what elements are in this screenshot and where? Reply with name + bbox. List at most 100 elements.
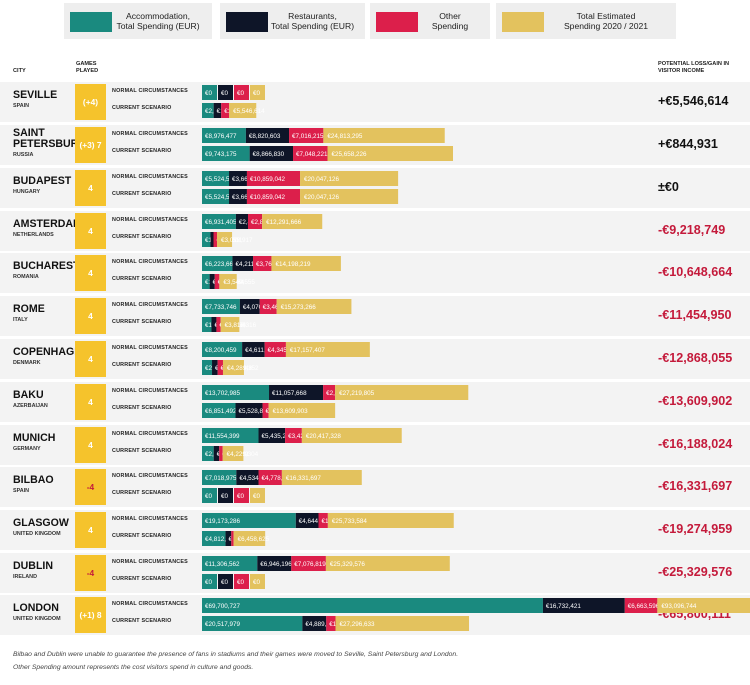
loss-gain-value: -€65,800,111 (658, 607, 731, 621)
games-played-badge: 4 (75, 512, 106, 548)
city-name: AMSTERDAM (13, 218, 82, 230)
loss-gain-value: -€16,331,697 (658, 479, 733, 493)
city-name: COPENHAGEN (13, 346, 89, 358)
games-played-badge: (+3) 7 (75, 127, 106, 163)
games-played-badge: 4 (75, 170, 106, 206)
city-name: SAINT PETERSBURG (13, 127, 87, 150)
legend-label: Total Estimated Spending 2020 / 2021 (563, 11, 649, 31)
scenario-label-current: CURRENT SCENARIO (112, 448, 172, 454)
scenario-label-normal: NORMAL CIRCUMSTANCES (112, 259, 188, 265)
city-row-band (0, 296, 750, 336)
scenario-label-normal: NORMAL CIRCUMSTANCES (112, 345, 188, 351)
scenario-label-current: CURRENT SCENARIO (112, 105, 172, 111)
country-name: RUSSIA (13, 152, 34, 158)
city-name: GLASGOW (13, 517, 69, 529)
loss-gain-value: -€10,648,664 (658, 265, 733, 279)
loss-gain-value: +€5,546,614 (658, 94, 729, 108)
city-row-band (0, 253, 750, 293)
scenario-label-normal: NORMAL CIRCUMSTANCES (112, 559, 188, 565)
city-name: BILBAO (13, 474, 54, 486)
legend-label: Other Spending (431, 11, 469, 31)
games-played-badge: 4 (75, 427, 106, 463)
city-row-band (0, 339, 750, 379)
scenario-label-normal: NORMAL CIRCUMSTANCES (112, 88, 188, 94)
scenario-label-current: CURRENT SCENARIO (112, 148, 172, 154)
games-played-badge: 4 (75, 255, 106, 291)
scenario-label-normal: NORMAL CIRCUMSTANCES (112, 302, 188, 308)
scenario-label-current: CURRENT SCENARIO (112, 234, 172, 240)
loss-gain-value: -€19,274,959 (658, 522, 733, 536)
country-name: GERMANY (13, 446, 41, 452)
scenario-label-current: CURRENT SCENARIO (112, 191, 172, 197)
country-name: SPAIN (13, 103, 30, 109)
scenario-label-current: CURRENT SCENARIO (112, 490, 172, 496)
legend-item: Total Estimated Spending 2020 / 2021 (496, 3, 676, 39)
scenario-label-normal: NORMAL CIRCUMSTANCES (112, 601, 188, 607)
games-played-badge: -4 (75, 555, 106, 591)
city-row-band (0, 82, 750, 122)
country-name: UNITED KINGDOM (13, 616, 61, 622)
loss-gain-value: -€13,609,902 (658, 394, 733, 408)
games-played-badge: -4 (75, 469, 106, 505)
scenario-label-current: CURRENT SCENARIO (112, 276, 172, 282)
country-name: AZERBAIJAN (13, 403, 48, 409)
city-name: LONDON (13, 602, 59, 614)
games-played-badge: 4 (75, 384, 106, 420)
footnote-bilbao-dublin: Bilbao and Dublin were unable to guarant… (13, 651, 459, 658)
scenario-label-current: CURRENT SCENARIO (112, 405, 172, 411)
legend-item: Restaurants, Total Spending (EUR) (220, 3, 365, 39)
loss-gain-value: -€25,329,576 (658, 565, 733, 579)
city-name: SEVILLE (13, 89, 58, 101)
country-name: IRELAND (13, 574, 37, 580)
city-name: MUNICH (13, 432, 56, 444)
city-name: BUCHAREST (13, 260, 80, 272)
footnote-other-spending: Other Spending amount represents the cos… (13, 664, 254, 671)
country-name: SPAIN (13, 488, 30, 494)
loss-gain-value: -€9,218,749 (658, 223, 726, 237)
city-name: DUBLIN (13, 560, 54, 572)
scenario-label-current: CURRENT SCENARIO (112, 576, 172, 582)
city-name: BUDAPEST (13, 175, 72, 187)
country-name: ITALY (13, 317, 28, 323)
legend-swatch (226, 12, 268, 32)
scenario-label-current: CURRENT SCENARIO (112, 533, 172, 539)
legend-label: Accommodation, Total Spending (EUR) (116, 11, 200, 31)
scenario-label-normal: NORMAL CIRCUMSTANCES (112, 217, 188, 223)
legend-swatch (70, 12, 112, 32)
city-name: BAKU (13, 389, 44, 401)
column-header-city: CITY (13, 68, 26, 74)
legend-label: Restaurants, Total Spending (EUR) (270, 11, 355, 31)
legend-item: Accommodation, Total Spending (EUR) (64, 3, 212, 39)
scenario-label-normal: NORMAL CIRCUMSTANCES (112, 388, 188, 394)
scenario-label-current: CURRENT SCENARIO (112, 319, 172, 325)
games-played-badge: 4 (75, 298, 106, 334)
games-played-badge: 4 (75, 341, 106, 377)
city-name: ROME (13, 303, 45, 315)
legend-item: Other Spending (370, 3, 490, 39)
games-played-badge: 4 (75, 213, 106, 249)
scenario-label-normal: NORMAL CIRCUMSTANCES (112, 516, 188, 522)
scenario-label-normal: NORMAL CIRCUMSTANCES (112, 174, 188, 180)
country-name: DENMARK (13, 360, 41, 366)
legend-swatch (376, 12, 418, 32)
column-header-games-played: GAMES PLAYED (76, 61, 99, 74)
country-name: HUNGARY (13, 189, 41, 195)
city-row-band (0, 211, 750, 251)
legend-swatch (502, 12, 544, 32)
legend: Accommodation, Total Spending (EUR) Resta… (64, 3, 676, 39)
scenario-label-normal: NORMAL CIRCUMSTANCES (112, 431, 188, 437)
games-played-badge: (+4) (75, 84, 106, 120)
loss-gain-value: ±€0 (658, 180, 679, 194)
loss-gain-value: +€844,931 (658, 137, 718, 151)
scenario-label-current: CURRENT SCENARIO (112, 362, 172, 368)
column-header-potential-loss: POTENTIAL LOSS/GAIN IN VISITOR INCOME (658, 61, 730, 74)
scenario-label-normal: NORMAL CIRCUMSTANCES (112, 473, 188, 479)
scenario-label-current: CURRENT SCENARIO (112, 618, 172, 624)
games-played-badge: (+1) 8 (75, 597, 106, 633)
city-row-band (0, 467, 750, 507)
scenario-label-normal: NORMAL CIRCUMSTANCES (112, 131, 188, 137)
country-name: ROMANIA (13, 274, 39, 280)
loss-gain-value: -€16,188,024 (658, 437, 733, 451)
loss-gain-value: -€11,454,950 (658, 308, 732, 322)
loss-gain-value: -€12,868,055 (658, 351, 733, 365)
